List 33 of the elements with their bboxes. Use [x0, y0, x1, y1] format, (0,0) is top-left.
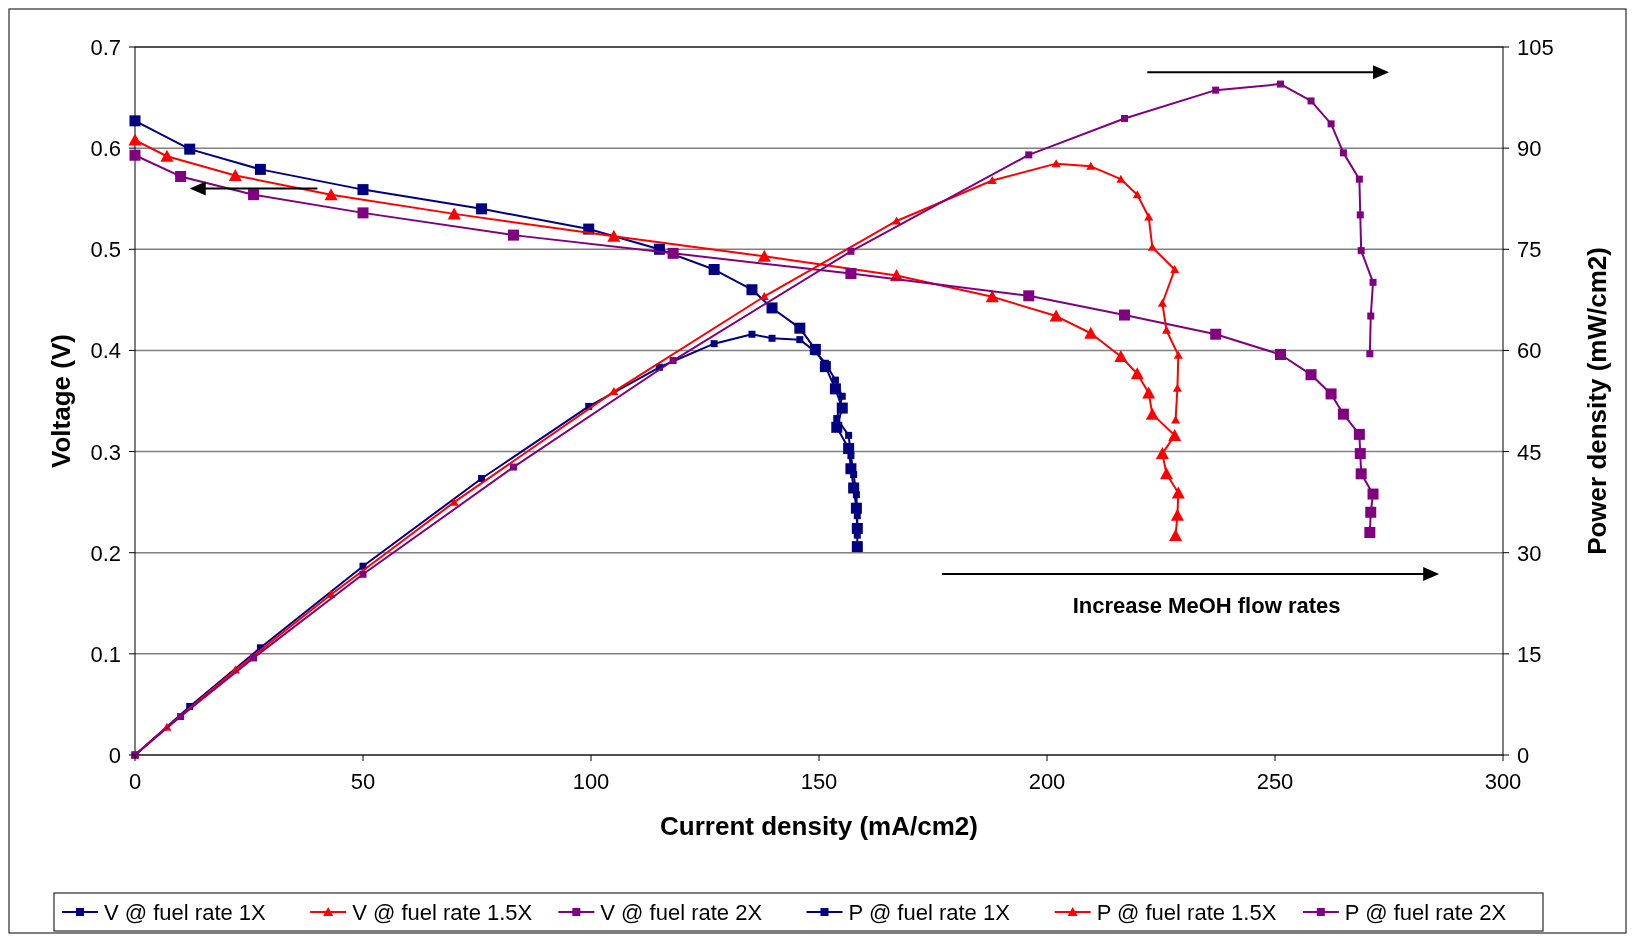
- legend-label: P @ fuel rate 1X: [848, 900, 1011, 925]
- y2-tick-label: 30: [1517, 540, 1542, 566]
- y2-tick-label: 45: [1517, 439, 1542, 465]
- y-tick-label: 0.4: [90, 338, 121, 364]
- y2-tick-label: 15: [1517, 641, 1542, 667]
- legend-label: P @ fuel rate 1.5X: [1096, 900, 1277, 925]
- annotation: Increase MeOH flow rates: [1072, 593, 1341, 619]
- y-axis-title: Voltage (V): [46, 334, 76, 468]
- x-tick-label: 0: [128, 769, 142, 794]
- legend-label: V @ fuel rate 1.5X: [352, 900, 533, 925]
- y-tick-label: 0: [108, 743, 121, 768]
- x-tick-label: 250: [1256, 769, 1294, 794]
- y-tick-label: 0.3: [90, 439, 121, 465]
- y-tick-label: 0.7: [90, 35, 121, 60]
- legend-label: V @ fuel rate 1X: [104, 900, 267, 925]
- x-tick-label: 150: [800, 769, 838, 794]
- x-tick-label: 50: [350, 769, 376, 794]
- y2-tick-label: 60: [1517, 338, 1542, 364]
- y2-axis-title: Power density (mW/cm2): [1582, 247, 1612, 555]
- x-tick-label: 100: [572, 769, 610, 794]
- y2-tick-label: 0: [1517, 743, 1530, 768]
- y-tick-label: 0.6: [90, 136, 121, 162]
- x-axis-title: Current density (mA/cm2): [660, 811, 978, 841]
- y2-tick-label: 90: [1517, 136, 1542, 162]
- x-tick-label: 300: [1484, 769, 1522, 794]
- legend-label: V @ fuel rate 2X: [600, 900, 763, 925]
- x-tick-label: 200: [1028, 769, 1066, 794]
- y-tick-label: 0.5: [90, 237, 121, 263]
- legend-label: P @ fuel rate 2X: [1344, 900, 1507, 925]
- y-tick-label: 0.2: [90, 540, 121, 566]
- y2-tick-label: 105: [1517, 35, 1554, 60]
- y-tick-label: 0.1: [90, 641, 121, 667]
- y2-tick-label: 75: [1517, 237, 1542, 263]
